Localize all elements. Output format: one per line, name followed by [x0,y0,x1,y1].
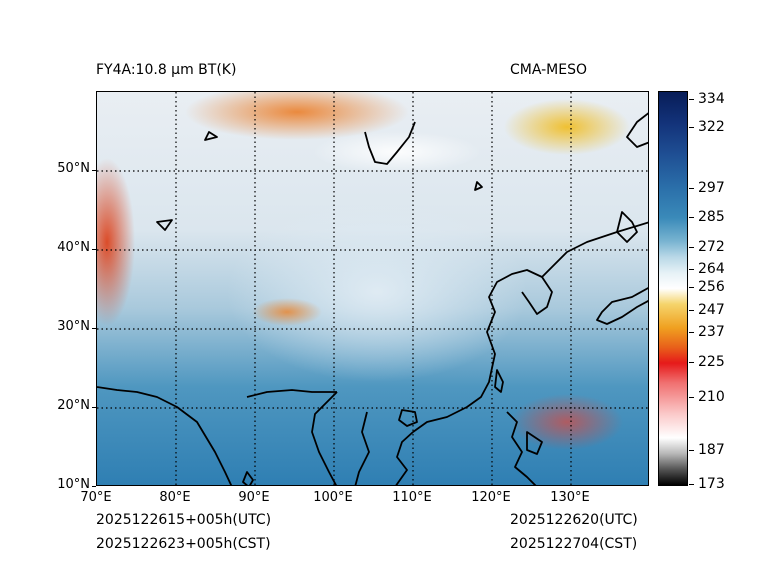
colorbar-tick [689,397,694,399]
colorbar-label: 285 [698,209,725,226]
colorbar-tick [689,98,694,100]
colorbar-tick [689,331,694,333]
map-overlay [97,92,648,485]
lat-label: 20°N [57,398,90,413]
colorbar-tick [689,286,694,288]
colorbar-label: 264 [698,260,725,277]
init-time-cst: 2025122623+005h(CST) [96,536,271,552]
colorbar-label: 237 [698,323,725,340]
colorbar-label: 247 [698,302,725,319]
colorbar-label: 297 [698,179,725,196]
init-time-utc: 2025122615+005h(UTC) [96,512,272,528]
colorbar-label: 334 [698,90,725,107]
colorbar-tick [689,247,694,249]
colorbar-tick [689,268,694,270]
colorbar-tick [689,450,694,452]
lon-label: 120°E [471,490,511,505]
colorbar-label: 225 [698,353,725,370]
lon-label: 100°E [313,490,353,505]
valid-time-utc: 2025122620(UTC) [510,512,638,528]
chart-title-left: FY4A:10.8 µm BT(K) [96,62,237,78]
lon-label: 90°E [238,490,270,505]
colorbar-tick [689,310,694,312]
colorbar-label: 187 [698,442,725,459]
colorbar-label: 256 [698,278,725,295]
colorbar-label: 272 [698,239,725,256]
lat-label: 10°N [57,477,90,492]
colorbar-tick [689,484,694,486]
coastlines [97,112,648,485]
lat-tick [92,328,96,329]
colorbar-label: 210 [698,389,725,406]
lon-label: 70°E [80,490,112,505]
colorbar [658,91,688,486]
chart-title-right: CMA-MESO [510,62,588,78]
satellite-map [96,91,649,486]
lat-label: 30°N [57,319,90,334]
lat-label: 50°N [57,161,90,176]
colorbar-tick [689,217,694,219]
colorbar-tick [689,361,694,363]
lon-label: 80°E [159,490,191,505]
colorbar-label: 322 [698,118,725,135]
colorbar-tick [689,126,694,128]
valid-time-cst: 2025122704(CST) [510,536,638,552]
lat-label: 40°N [57,240,90,255]
lat-tick [92,249,96,250]
lon-label: 110°E [392,490,432,505]
lat-tick [92,486,96,487]
colorbar-label: 173 [698,476,725,493]
lat-lon-gridlines [97,92,648,485]
lon-label: 130°E [550,490,590,505]
lat-tick [92,407,96,408]
colorbar-tick [689,187,694,189]
lat-tick [92,170,96,171]
